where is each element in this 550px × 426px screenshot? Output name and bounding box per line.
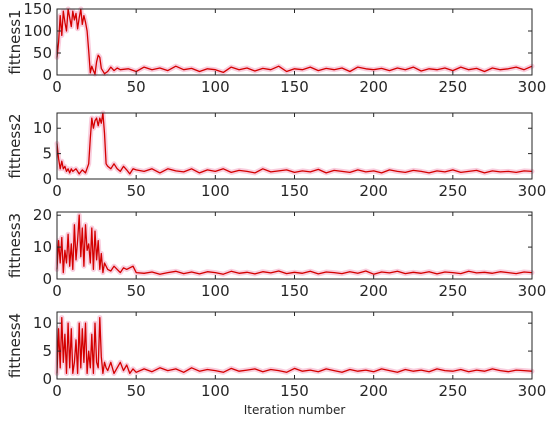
y-tick-label: 0: [42, 270, 52, 288]
x-tick-label: 200: [359, 382, 388, 400]
y-tick-label: 5: [42, 342, 52, 360]
x-tick-label: 250: [439, 382, 468, 400]
x-tick-label: 100: [201, 78, 230, 96]
x-tick-label: 150: [280, 78, 309, 96]
x-tick-label: 50: [127, 282, 146, 300]
y-tick-label: 10: [33, 238, 52, 256]
x-tick-label: 50: [127, 182, 146, 200]
x-tick-label: 100: [201, 182, 230, 200]
x-tick-label: 250: [439, 282, 468, 300]
y-tick-label: 20: [33, 206, 52, 224]
y-tick-label: 0: [42, 370, 52, 388]
x-tick-label: 0: [52, 78, 62, 96]
x-tick-label: 250: [439, 78, 468, 96]
series-line-4: [56, 316, 533, 375]
y-tick-label: 50: [33, 44, 52, 62]
y-tick-label: 5: [42, 145, 52, 163]
x-tick-label: 0: [52, 282, 62, 300]
y-axis-label: fittness2: [6, 113, 24, 178]
y-tick-label: 10: [33, 119, 52, 137]
x-tick-label: 50: [127, 78, 146, 96]
x-tick-label: 300: [518, 382, 547, 400]
series-line-2: [56, 112, 533, 175]
y-tick-label: 0: [42, 66, 52, 84]
x-tick-label: 300: [518, 78, 547, 96]
y-axis-label: fittness1: [6, 9, 24, 74]
y-tick-label: 150: [23, 0, 52, 18]
x-tick-label: 300: [518, 182, 547, 200]
x-tick-label: 250: [439, 182, 468, 200]
x-tick-label: 100: [201, 382, 230, 400]
y-tick-label: 0: [42, 170, 52, 188]
x-tick-label: 0: [52, 382, 62, 400]
x-tick-label: 100: [201, 282, 230, 300]
x-tick-label: 50: [127, 382, 146, 400]
x-axis-label: Iteration number: [244, 403, 346, 417]
series-line-1: [56, 8, 533, 75]
subplot-2: 0 50 100 150 200 250 300 0 5 10 fittness2: [6, 110, 547, 200]
subplot-4: 0 50 100 150 200 250 300 0 5 10 fittness4 Iteration…: [6, 311, 547, 417]
series-line-3: [56, 214, 533, 275]
x-tick-label: 200: [359, 282, 388, 300]
x-tick-label: 0: [52, 182, 62, 200]
x-tick-label: 150: [280, 182, 309, 200]
y-tick-label: 100: [23, 22, 52, 40]
x-tick-label: 200: [359, 182, 388, 200]
x-tick-label: 200: [359, 78, 388, 96]
y-axis-label: fittness4: [6, 313, 24, 378]
plot-area: [57, 9, 532, 75]
x-tick-label: 150: [280, 282, 309, 300]
y-axis-label: fittness3: [6, 213, 24, 278]
x-tick-label: 300: [518, 282, 547, 300]
y-tick-label: 10: [33, 314, 52, 332]
subplot-3: 0 50 100 150 200 250 300 0 10 20 fittness3: [6, 206, 546, 300]
x-tick-label: 150: [280, 382, 309, 400]
